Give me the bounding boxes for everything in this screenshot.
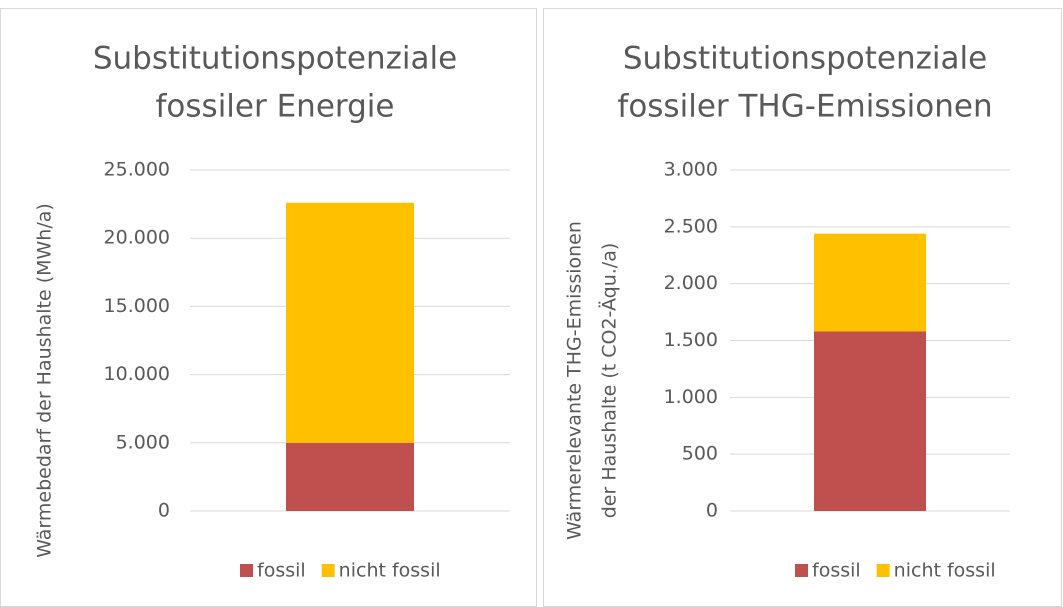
- legend-swatch: [795, 564, 808, 577]
- legend-swatch: [321, 564, 335, 577]
- y-tick-label: 2.500: [664, 215, 718, 237]
- y-tick-label: 3.000: [664, 159, 718, 181]
- panel-right: [543, 8, 1062, 607]
- y-tick-label: 5.000: [116, 431, 170, 453]
- legend-label: nicht fossil: [339, 560, 441, 582]
- y-tick-label: 0: [158, 500, 170, 522]
- y-tick-label: 2.000: [664, 272, 718, 294]
- bar-segment: [286, 442, 414, 511]
- legend-label: nicht fossil: [894, 560, 996, 582]
- legend-swatch: [240, 564, 253, 577]
- legend-label: fossil: [812, 560, 861, 582]
- chart-title: Substitutionspotenziale: [93, 41, 457, 77]
- bar-segment: [814, 331, 926, 511]
- y-tick-label: 1.500: [664, 329, 718, 351]
- chart-title: fossiler THG-Emissionen: [617, 89, 992, 125]
- chart-title: fossiler Energie: [156, 89, 395, 125]
- bar-segment: [286, 202, 414, 443]
- bar-segment: [814, 233, 926, 332]
- panel-left: [0, 8, 537, 607]
- y-axis-label: Wärmebedarf der Haushalte (MWh/a): [34, 203, 56, 558]
- y-tick-label: 25.000: [104, 159, 170, 181]
- y-tick-label: 1.000: [664, 386, 718, 408]
- y-tick-label: 500: [682, 443, 718, 465]
- y-tick-label: 10.000: [104, 363, 170, 385]
- chart-title: Substitutionspotenziale: [623, 41, 987, 77]
- y-tick-label: 20.000: [104, 227, 170, 249]
- y-axis-label: Wärmerelevante THG-Emissionen: [564, 221, 586, 540]
- y-axis-label: der Haushalte (t CO2-Äqu./a): [598, 243, 621, 519]
- y-tick-label: 15.000: [104, 295, 170, 317]
- legend-swatch: [876, 564, 890, 577]
- legend-label: fossil: [257, 560, 306, 582]
- y-tick-label: 0: [706, 500, 718, 522]
